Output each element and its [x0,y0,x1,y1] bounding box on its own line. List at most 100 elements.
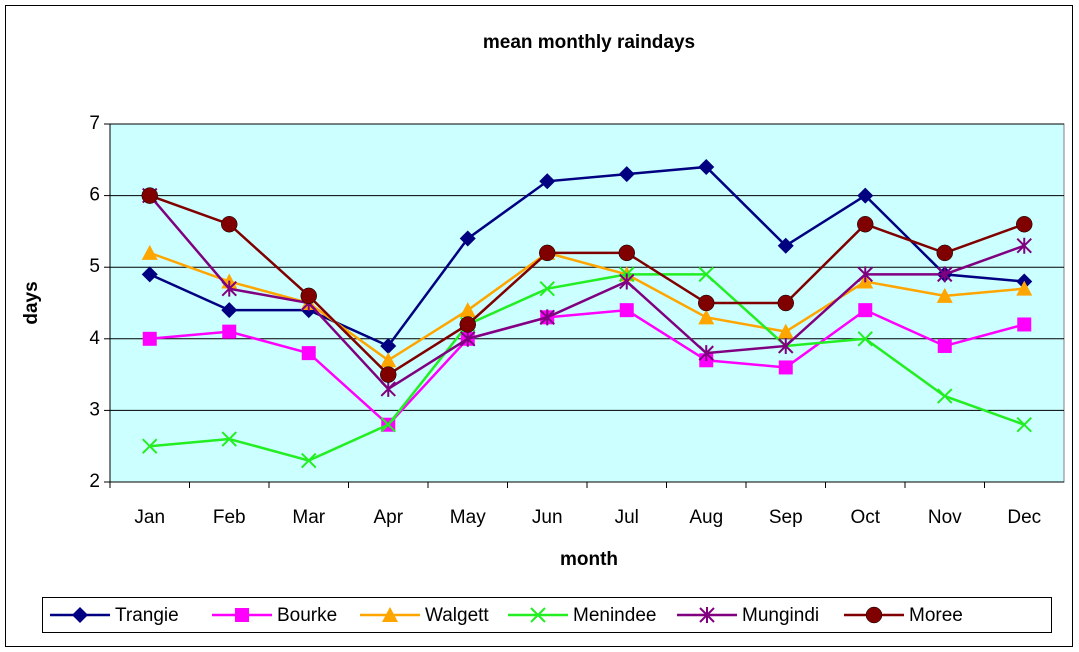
marker [618,244,635,262]
marker [618,166,635,183]
marker-shape [1016,417,1032,433]
legend-label: Menindee [573,605,656,626]
marker [141,244,158,260]
marker-shape [858,303,873,318]
marker [699,607,715,623]
marker [380,380,396,397]
marker-shape [857,187,874,204]
marker-shape [141,244,158,260]
marker [141,266,158,283]
marker-shape [698,345,714,362]
series-line [149,273,1025,462]
marker [380,366,397,383]
marker [865,606,883,624]
marker [857,331,873,347]
marker-shape [698,158,715,175]
marker-shape [539,173,556,190]
marker-shape [698,266,714,283]
y-tick-label: 6 [89,185,100,206]
legend-label: Mungindi [742,605,819,626]
marker [1016,417,1032,433]
marker [937,266,953,283]
marker [530,607,546,623]
marker [300,287,317,305]
marker-shape [857,331,873,347]
marker [857,187,874,204]
legend-label: Bourke [277,605,337,626]
series-line [149,194,1025,377]
x-tick-label: Apr [373,507,403,528]
marker-shape [459,316,476,333]
marker [698,345,714,362]
marker [937,338,952,353]
marker-shape [1016,215,1033,233]
marker [72,607,88,623]
marker-shape [618,244,635,262]
marker [1017,317,1032,332]
marker-shape [777,323,794,339]
marker [619,303,634,318]
marker-shape [221,302,238,319]
marker [459,316,476,333]
marker [539,309,555,326]
marker-shape [221,215,238,233]
marker-shape [936,287,953,303]
marker-shape [380,352,397,368]
marker [777,294,794,312]
x-axis-label: month [560,549,618,570]
marker-shape [618,166,635,183]
marker [777,237,794,254]
marker-shape [382,607,398,622]
x-tick-label: Nov [928,507,962,528]
marker [221,280,237,297]
legend-label: Trangie [115,605,179,626]
marker-shape [380,337,397,354]
marker-shape [619,303,634,318]
marker-shape [460,330,476,347]
marker [698,294,715,312]
marker [141,187,158,204]
y-tick-label: 5 [89,256,100,277]
marker-shape [221,431,237,447]
marker [301,346,316,361]
marker-shape [142,438,158,454]
x-tick-label: Dec [1007,507,1041,528]
marker [619,273,635,290]
series-line [148,194,1025,391]
y-axis-label: days [21,281,42,324]
marker-shape [141,266,158,283]
marker [857,215,874,233]
marker-shape [380,380,396,397]
marker [936,244,953,262]
marker-shape [459,302,476,318]
x-tick-label: Jun [532,507,563,528]
marker [698,309,715,325]
marker [221,431,237,447]
marker-shape [865,606,883,624]
x-tick-label: Jan [134,507,165,528]
marker-shape [301,452,317,469]
marker [778,360,793,375]
marker-shape [857,266,873,283]
marker-shape [72,607,88,623]
x-tick-label: May [450,507,486,528]
marker-shape [530,607,546,623]
marker [142,438,158,454]
marker-shape [778,337,794,354]
x-tick-label: Oct [850,507,880,528]
marker-shape [937,266,953,283]
marker [380,337,397,354]
y-tick-label: 2 [89,471,100,492]
marker [1016,280,1033,296]
marker [235,608,249,622]
marker-shape [539,244,556,262]
marker-shape [222,324,237,339]
marker [142,331,157,346]
marker [777,323,794,339]
x-tick-label: Jul [615,507,639,528]
marker [382,607,398,622]
marker [221,302,238,319]
marker-shape [301,346,316,361]
marker-shape [619,273,635,290]
